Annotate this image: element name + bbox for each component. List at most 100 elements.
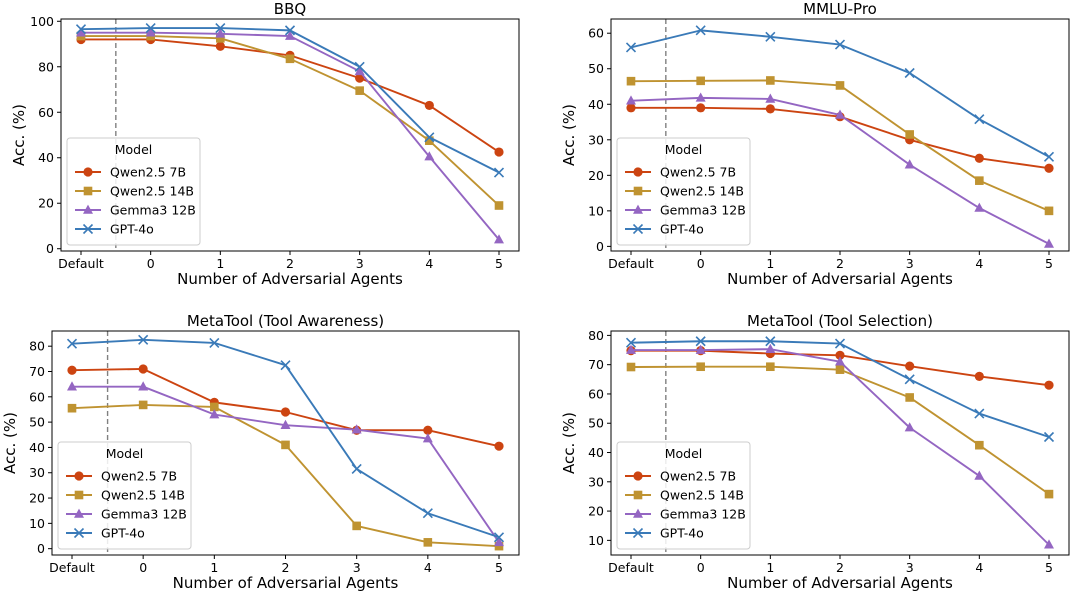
data-point [974,114,985,125]
legend-marker [632,223,644,235]
data-point [974,408,985,419]
data-point [354,65,365,76]
legend: Model Qwen2.5 7B Qwen2.5 14B Gemma3 12B GPT-… [616,441,751,550]
data-point [424,100,434,111]
data-point [352,521,361,531]
legend-marker [74,471,84,481]
data-point [354,61,365,72]
data-point [215,41,225,51]
data-point [280,407,291,417]
y-tick-label: 60 [29,389,45,404]
x-tick-label: 4 [975,560,983,575]
plot-frame [610,330,1070,556]
data-point [974,202,985,212]
data-point [626,103,636,113]
legend-box [616,441,751,550]
legend-title: Model [115,142,153,157]
legend-marker [633,490,643,500]
y-tick-label: 30 [588,474,604,489]
data-point [904,422,915,432]
legend-marker [633,167,643,177]
data-point [766,362,775,372]
x-tick-label: 1 [766,560,774,575]
legend: Model Qwen2.5 7B Qwen2.5 14B Gemma3 12B GPT-… [57,441,192,550]
data-point [835,109,845,119]
legend-title: Model [106,446,144,461]
x-tick-label: Default [58,256,104,271]
legend-label: Gemma3 12B [110,203,196,218]
data-point [145,23,156,34]
y-tick-label: 50 [588,416,604,431]
x-tick-label: 2 [286,256,294,271]
data-point [625,42,637,53]
legend-label: Qwen2.5 14B [101,488,185,503]
series-gemma3-12b [626,343,1054,549]
data-point [281,440,290,450]
series-gpt-4o [625,25,1055,162]
legend-entry-qwen2-5-14b: Qwen2.5 14B [625,184,744,199]
data-point [904,159,915,169]
chart-title: MetaTool (Tool Selection) [747,312,933,330]
data-point [494,201,504,210]
data-point [423,425,433,435]
data-point [285,54,295,64]
data-point [835,356,845,366]
y-tick-label: 40 [29,440,45,455]
legend-label: Qwen2.5 14B [110,184,194,199]
legend-marker [83,167,93,177]
data-point [835,81,845,90]
data-point [625,337,637,348]
x-tick-label: 1 [210,560,218,575]
legend-label: Qwen2.5 14B [660,488,744,503]
data-point [765,336,776,347]
legend-marker [74,490,84,500]
x-axis-label: Number of Adversarial Agents [173,574,399,592]
legend-entry-gemma3-12b: Gemma3 12B [625,507,746,522]
y-tick-label: 80 [29,339,45,354]
data-point [766,76,775,85]
x-tick-label: 5 [495,256,503,271]
y-tick-label: 20 [38,196,54,211]
legend-marker [633,508,643,518]
chart-title: MMLU-Pro [803,0,877,18]
series-gpt-4o [66,334,505,543]
legend-label: Qwen2.5 7B [660,165,736,180]
y-tick-label: 20 [588,504,604,519]
plot-frame [60,18,520,252]
data-point [1044,539,1054,549]
data-point [765,93,776,103]
data-point [494,147,504,157]
series-gemma3-12b [626,92,1054,248]
y-tick-label: 30 [588,132,604,147]
y-tick-label: 10 [588,533,604,548]
data-point [695,25,706,36]
legend-label: Gemma3 12B [101,507,187,522]
data-point [1044,238,1054,248]
data-point [138,364,148,374]
x-tick-label: 4 [975,256,983,271]
data-point [280,419,291,429]
legend-marker [633,186,643,196]
y-tick-label: 60 [38,105,54,120]
data-point [423,538,433,547]
y-tick-label: 50 [29,415,45,430]
y-tick-label: 40 [588,445,604,460]
x-tick-label: 4 [424,560,432,575]
data-point [494,234,504,244]
data-point [1043,431,1055,443]
data-point [210,402,219,412]
chart-panel-3: MetaTool (Tool Awareness)010203040506070… [1,312,520,592]
legend: Model Qwen2.5 7B Qwen2.5 14B Gemma3 12B GPT-… [66,137,201,246]
data-point [626,95,636,105]
x-tick-label: 0 [697,256,705,271]
legend-entry-qwen2-5-7b: Qwen2.5 7B [75,165,186,180]
data-point [974,371,984,381]
data-point [67,403,77,413]
x-tick-label: 1 [216,256,224,271]
legend-label: Qwen2.5 7B [660,469,736,484]
y-tick-label: 0 [46,241,54,256]
legend-marker [83,204,93,214]
data-point [138,381,149,391]
x-tick-label: 1 [766,256,774,271]
y-tick-label: 30 [29,465,45,480]
